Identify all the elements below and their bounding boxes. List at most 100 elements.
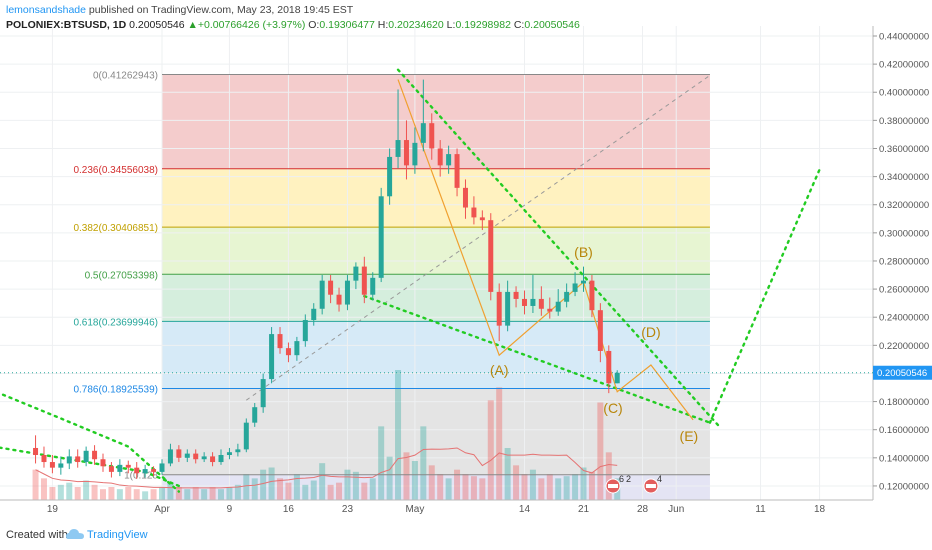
volume-bar [268,467,275,500]
candle-body [513,291,519,299]
wave-label: (A) [490,362,509,378]
volume-bar [420,426,427,500]
volume-ma-line [35,447,618,489]
candle-body [201,456,207,460]
candle-body [361,266,367,295]
low-value: 0.19298982 [455,19,511,31]
fib-zone [162,321,710,389]
event-flag-stripe-icon [645,484,656,488]
candle-body [547,308,553,312]
volume-bar [597,402,604,500]
volume-bar [487,400,494,500]
candle-body [370,277,376,295]
x-tick-label: Apr [154,504,170,515]
publish-line: lemonsandshade published on TradingView.… [6,2,580,18]
y-tick-label: 0.40000000 [879,88,929,99]
candle-body [193,453,199,460]
volume-bar [32,469,39,500]
volume-bar [83,480,90,500]
candle-body [328,280,334,295]
author-link[interactable]: lemonsandshade [6,4,86,16]
chart-header: lemonsandshade published on TradingView.… [6,2,580,33]
candle-body [75,456,81,463]
candle-body [488,220,494,292]
volume-bar [57,484,64,500]
fib-diagonal-line [246,74,711,401]
volume-bar [218,489,225,500]
candle-body [92,450,98,460]
y-tick-label: 0.12000000 [879,481,929,492]
up-triangle-icon: ▲ [187,19,198,31]
candle-body [218,455,224,463]
volume-bar [175,487,182,500]
x-tick-label: 21 [578,504,590,515]
candle-body [530,298,536,306]
y-tick-label: 0.42000000 [879,60,929,71]
fib-level-label: 0(0.41262943) [93,70,158,81]
candle-body [277,334,283,349]
volume-bar [91,484,98,500]
volume-bar [226,487,233,500]
candle-body [429,123,435,149]
price-change: +0.00766426 (+3.97%) [197,19,306,31]
volume-bar [251,478,258,500]
volume-bar [529,469,536,500]
candle-body [336,294,342,305]
x-tick-label: 16 [283,504,295,515]
volume-bar [310,480,317,500]
volume-bar [150,489,157,500]
volume-bar [201,489,208,500]
tradingview-brand[interactable]: TradingView [87,529,148,541]
ohlc-line: POLONIEX:BTSUSD, 1D 0.20050546 ▲+0.00766… [6,18,580,33]
trendline-projection [708,168,821,424]
volume-bar [605,452,612,500]
candle-body [125,464,131,468]
candle-body [387,156,393,197]
volume-bar [563,476,570,500]
volume-bar [344,469,351,500]
published-text: published on TradingView.com, May 23, 20… [88,4,354,16]
y-tick-label: 0.22000000 [879,341,929,352]
volume-bar [496,387,503,500]
candle-body [58,463,64,468]
candle-body [66,456,72,464]
fib-levels: 0(0.41262943) 0.236(0.34556038) 0.382(0.30… [73,70,710,482]
volume-bar [437,474,444,500]
x-tick-label: Jun [668,504,684,515]
candle-body [33,447,39,456]
volume-bar [513,465,520,500]
volume-bar [108,487,115,500]
candle-body [446,154,452,166]
tradingview-cloud-icon[interactable] [66,528,84,540]
price-chart[interactable]: 0(0.41262943) 0.236(0.34556038) 0.382(0.30… [0,0,932,518]
x-tick-label: 9 [227,504,233,515]
volume-bar [167,482,174,500]
candle-body [100,459,106,467]
footer: Created with TradingView [0,518,932,550]
volume-bar [504,448,511,500]
volume-bar [361,482,368,500]
fib-zone [162,168,710,228]
low-label: L: [446,19,456,31]
candle-body [614,372,620,384]
candle-body [176,449,182,458]
volume-bar [285,482,292,500]
volume-bar [234,484,241,500]
candle-body [108,466,114,472]
candle-body [496,291,502,326]
fib-level-label: 0.236(0.34556038) [73,165,158,176]
candle-body [134,467,140,474]
volume-bar [243,474,250,500]
volume-bar [369,478,376,500]
volume-bar [470,476,477,500]
volume-bar [411,461,418,500]
y-tick-label: 0.32000000 [879,200,929,211]
y-tick-label: 0.24000000 [879,313,929,324]
candle-body [412,142,418,166]
high-value: 0.20234620 [388,19,444,31]
volume-bar [445,478,452,500]
y-tick-label: 0.44000000 [879,32,929,43]
candle-body [142,469,148,474]
candle-body [83,450,89,463]
candles [33,79,620,479]
